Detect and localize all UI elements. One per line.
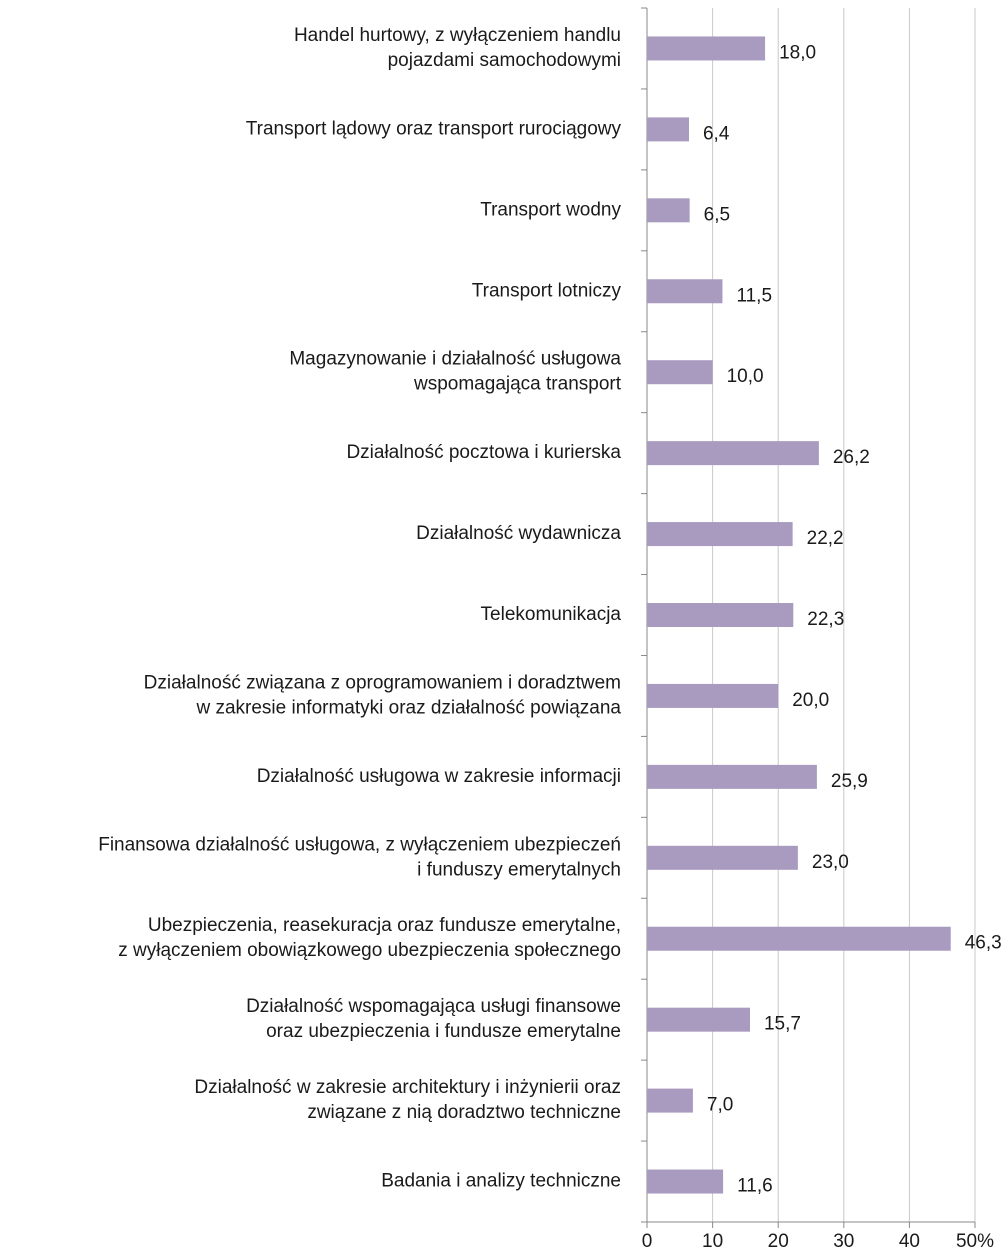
y-tick-label: Magazynowanie i działalność usługowa wspo… — [289, 349, 621, 395]
bar — [647, 1088, 693, 1113]
x-tick-label: 40 — [899, 1231, 920, 1252]
x-tick-label: 0 — [642, 1231, 653, 1252]
data-label: 6,5 — [704, 204, 730, 225]
y-tick-label: Telekomunikacja — [481, 604, 622, 625]
y-tick-label: Działalność usługowa w zakresie informac… — [257, 766, 621, 787]
data-label: 15,7 — [764, 1014, 801, 1035]
bar — [647, 522, 793, 547]
bar — [647, 683, 779, 708]
y-tick-label: Transport lotniczy — [472, 280, 622, 301]
y-tick-label: Transport lądowy oraz transport rurociąg… — [246, 118, 622, 139]
bar — [647, 845, 798, 870]
data-label: 22,2 — [807, 528, 844, 549]
y-tick-label: Działalność wspomagająca usługi finansow… — [246, 996, 621, 1042]
bar — [647, 926, 951, 951]
data-label: 11,5 — [736, 285, 772, 306]
data-label: 22,3 — [807, 609, 844, 630]
data-label: 46,3 — [965, 933, 1002, 954]
data-label: 7,0 — [707, 1095, 733, 1116]
bar — [647, 360, 713, 385]
y-tick-label: Badania i analizy techniczne — [381, 1171, 621, 1192]
y-tick-label: Finansowa działalność usługowa, z wyłącz… — [98, 834, 621, 880]
data-label: 26,2 — [833, 447, 870, 468]
x-tick-label: 10 — [702, 1231, 723, 1252]
y-tick-label: Ubezpieczenia, reasekuracja oraz fundusz… — [118, 915, 621, 961]
y-tick-label: Działalność pocztowa i kurierska — [346, 442, 621, 463]
data-label: 10,0 — [727, 366, 764, 387]
x-tick-label: 30 — [833, 1231, 854, 1252]
bar — [647, 1007, 750, 1032]
data-label: 11,6 — [737, 1176, 773, 1197]
data-label: 23,0 — [812, 852, 849, 873]
bar — [647, 764, 817, 789]
y-tick-label: Działalność wydawnicza — [416, 523, 621, 544]
bar — [647, 1169, 724, 1194]
data-label: 20,0 — [792, 690, 829, 711]
y-tick-label: Działalność związana z oprogramowaniem i… — [144, 672, 622, 718]
x-tick-label: 20 — [768, 1231, 789, 1252]
bar — [647, 117, 689, 142]
bar — [647, 603, 794, 627]
y-tick-label: Transport wodny — [480, 199, 621, 220]
data-label: 18,0 — [779, 42, 816, 63]
bar — [647, 198, 690, 223]
data-label: 6,4 — [703, 123, 730, 144]
bar — [647, 36, 766, 61]
bar — [647, 441, 819, 466]
y-tick-label: Działalność w zakresie architektury i in… — [194, 1077, 621, 1123]
bar — [647, 279, 723, 304]
data-label: 25,9 — [831, 771, 868, 792]
y-tick-label: Handel hurtowy, z wyłączeniem handlu poja… — [294, 25, 621, 71]
x-tick-label: 50% — [956, 1231, 994, 1252]
